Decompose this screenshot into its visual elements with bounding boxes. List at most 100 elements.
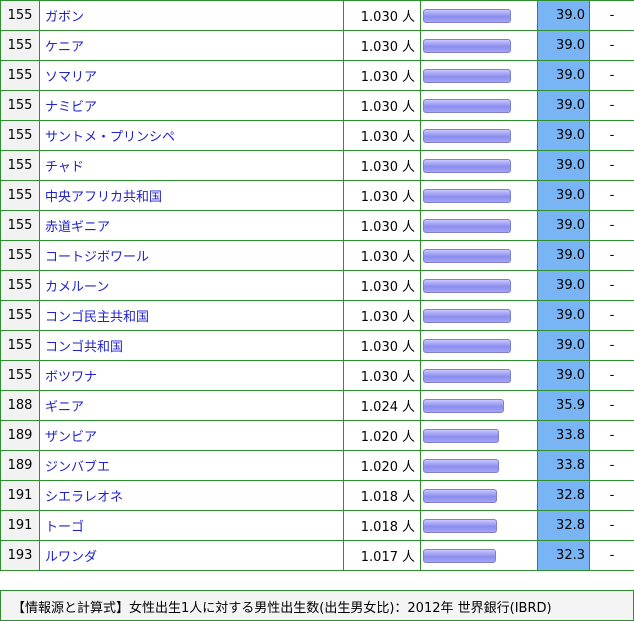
country-cell[interactable]: コンゴ民主共和国: [39, 300, 344, 331]
table-row: 155 コンゴ民主共和国 1.030 人 39.0 -: [0, 300, 634, 331]
extra-cell: -: [589, 60, 634, 91]
country-link[interactable]: 赤道ギニア: [45, 220, 111, 235]
country-link[interactable]: ザンビア: [45, 430, 98, 445]
ratio-cell: 1.030 人: [343, 120, 421, 151]
extra-value: -: [609, 458, 615, 473]
country-link[interactable]: ギニア: [45, 400, 85, 415]
ratio-bar: [423, 158, 511, 173]
country-cell[interactable]: ボツワナ: [39, 360, 344, 391]
country-cell[interactable]: 中央アフリカ共和国: [39, 180, 344, 211]
ratio-unit: 人: [401, 220, 415, 235]
ratio-unit: 人: [401, 370, 415, 385]
country-cell[interactable]: ガボン: [39, 0, 344, 31]
extra-value: -: [609, 338, 615, 353]
bar-cell: [420, 480, 538, 511]
country-cell[interactable]: コートジボワール: [39, 240, 344, 271]
rank-cell: 155: [0, 30, 40, 61]
extra-value: -: [609, 398, 615, 413]
ratio-value: 1.030: [360, 70, 398, 85]
extra-cell: -: [589, 360, 634, 391]
country-cell[interactable]: ギニア: [39, 390, 344, 421]
country-cell[interactable]: ジンバブエ: [39, 450, 344, 481]
rank-cell: 188: [0, 390, 40, 421]
country-link[interactable]: ルワンダ: [45, 550, 98, 565]
source-footer: 【情報源と計算式】女性出生1人に対する男性出生数(出生男女比)：2012年 世界…: [0, 590, 634, 621]
country-link[interactable]: トーゴ: [45, 520, 85, 535]
extra-value: -: [609, 368, 615, 383]
country-link[interactable]: ボツワナ: [45, 370, 98, 385]
country-link[interactable]: コートジボワール: [45, 250, 150, 265]
country-link[interactable]: 中央アフリカ共和国: [45, 190, 163, 205]
country-link[interactable]: コンゴ共和国: [45, 340, 124, 355]
country-link[interactable]: ケニア: [45, 40, 85, 55]
ratio-bar: [423, 518, 497, 533]
country-cell[interactable]: トーゴ: [39, 510, 344, 541]
extra-cell: -: [589, 210, 634, 241]
country-link[interactable]: ジンバブエ: [45, 460, 111, 475]
rank-value: 155: [7, 368, 33, 383]
score-value: 33.8: [556, 458, 585, 473]
extra-cell: -: [589, 180, 634, 211]
score-value: 39.0: [556, 68, 585, 83]
ratio-unit: 人: [401, 190, 415, 205]
table-row: 155 チャド 1.030 人 39.0 -: [0, 150, 634, 181]
extra-cell: -: [589, 90, 634, 121]
score-cell: 32.8: [537, 480, 590, 511]
rank-cell: 193: [0, 540, 40, 571]
ratio-cell: 1.030 人: [343, 0, 421, 31]
table-row: 155 ボツワナ 1.030 人 39.0 -: [0, 360, 634, 391]
country-cell[interactable]: ケニア: [39, 30, 344, 61]
ratio-bar: [423, 398, 504, 413]
ranking-table-body: 155 ガボン 1.030 人 39.0-155 ケニア 1.030 人 39.0-155 ソマリ…: [0, 0, 634, 571]
country-cell[interactable]: チャド: [39, 150, 344, 181]
ratio-value: 1.020: [360, 430, 398, 445]
country-link[interactable]: サントメ・プリンシペ: [45, 130, 176, 145]
country-link[interactable]: ナミビア: [45, 100, 98, 115]
country-cell[interactable]: コンゴ共和国: [39, 330, 344, 361]
ratio-unit: 人: [401, 490, 415, 505]
ratio-bar: [423, 308, 511, 323]
country-cell[interactable]: ソマリア: [39, 60, 344, 91]
extra-value: -: [609, 518, 615, 533]
country-cell[interactable]: 赤道ギニア: [39, 210, 344, 241]
country-cell[interactable]: カメルーン: [39, 270, 344, 301]
country-link[interactable]: ソマリア: [45, 70, 98, 85]
ratio-cell: 1.017 人: [343, 540, 421, 571]
country-cell[interactable]: ルワンダ: [39, 540, 344, 571]
extra-value: -: [609, 248, 615, 263]
country-link[interactable]: ガボン: [45, 10, 85, 25]
extra-value: -: [609, 158, 615, 173]
country-cell[interactable]: サントメ・プリンシペ: [39, 120, 344, 151]
rank-cell: 189: [0, 420, 40, 451]
country-cell[interactable]: ナミビア: [39, 90, 344, 121]
country-cell[interactable]: シエラレオネ: [39, 480, 344, 511]
ratio-unit: 人: [401, 310, 415, 325]
ratio-bar: [423, 68, 511, 83]
score-value: 39.0: [556, 278, 585, 293]
country-link[interactable]: シエラレオネ: [45, 490, 124, 505]
bar-cell: [420, 390, 538, 421]
country-cell[interactable]: ザンビア: [39, 420, 344, 451]
ratio-value: 1.030: [360, 370, 398, 385]
country-link[interactable]: カメルーン: [45, 280, 110, 295]
extra-value: -: [609, 8, 615, 23]
rank-cell: 191: [0, 510, 40, 541]
ratio-unit: 人: [401, 250, 415, 265]
rank-value: 155: [7, 128, 33, 143]
ratio-bar: [423, 38, 511, 53]
rank-cell: 155: [0, 240, 40, 271]
bar-cell: [420, 510, 538, 541]
score-cell: 33.8: [537, 420, 590, 451]
extra-value: -: [609, 188, 615, 203]
ratio-bar: [423, 248, 511, 263]
ratio-cell: 1.030 人: [343, 30, 421, 61]
country-link[interactable]: コンゴ民主共和国: [45, 310, 150, 325]
table-row: 155 コンゴ共和国 1.030 人 39.0 -: [0, 330, 634, 361]
ratio-cell: 1.024 人: [343, 390, 421, 421]
rank-value: 155: [7, 8, 33, 23]
bar-cell: [420, 180, 538, 211]
table-row: 191 トーゴ 1.018 人 32.8 -: [0, 510, 634, 541]
ratio-bar: [423, 368, 511, 383]
extra-cell: -: [589, 150, 634, 181]
country-link[interactable]: チャド: [45, 160, 84, 175]
